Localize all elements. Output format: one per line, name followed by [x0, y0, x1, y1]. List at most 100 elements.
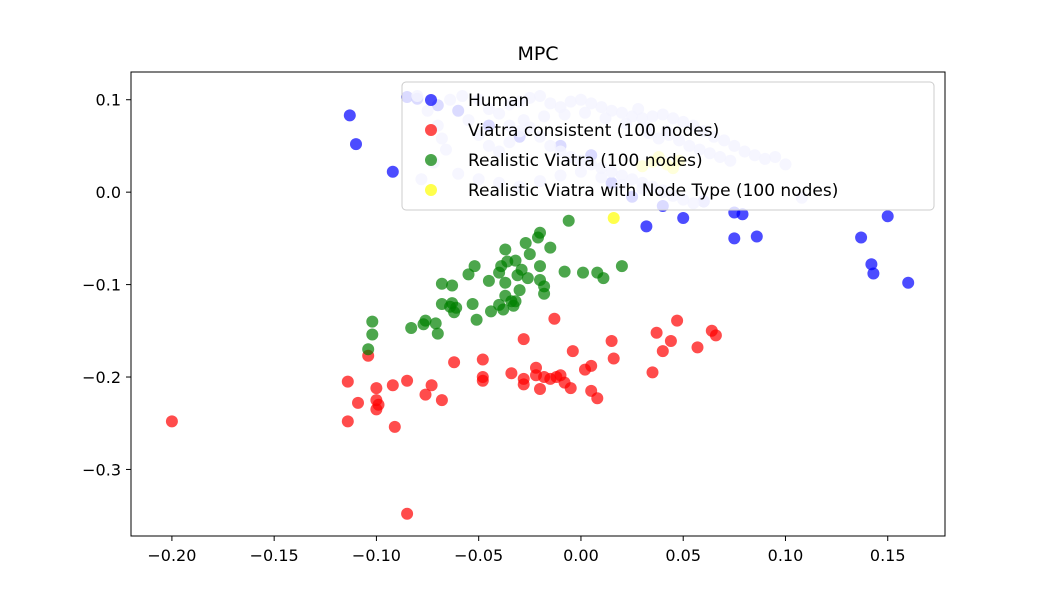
data-point: [902, 276, 915, 289]
data-point: [544, 241, 557, 254]
data-point: [350, 138, 362, 151]
data-point: [677, 212, 690, 224]
data-point: [341, 375, 354, 388]
x-tick-label: 0.15: [870, 546, 906, 565]
data-point: [352, 396, 364, 409]
data-point: [476, 353, 489, 366]
data-point: [534, 383, 546, 395]
y-tick-label: 0.1: [96, 91, 121, 110]
data-point: [534, 260, 546, 273]
legend-label: Realistic Viatra with Node Type (100 nod…: [468, 181, 838, 201]
legend-marker: [425, 154, 437, 166]
legend-label: Viatra consistent (100 nodes): [468, 121, 719, 141]
data-point: [867, 267, 880, 280]
x-tick-label: −0.05: [454, 546, 503, 565]
data-point: [446, 279, 459, 292]
data-point: [517, 378, 530, 391]
legend-marker: [425, 94, 437, 106]
data-point: [466, 298, 479, 310]
data-point: [538, 287, 551, 300]
y-tick-label: 0.0: [96, 183, 121, 202]
data-point: [607, 212, 620, 224]
data-point: [607, 352, 620, 365]
y-tick-label: −0.2: [82, 368, 121, 387]
data-point: [482, 274, 495, 287]
series-1: [165, 312, 722, 520]
data-point: [534, 226, 546, 239]
data-point: [564, 382, 577, 395]
data-point: [709, 329, 722, 342]
data-point: [405, 322, 418, 334]
data-point: [499, 276, 512, 289]
data-point: [419, 388, 432, 401]
data-point: [435, 277, 448, 290]
data-point: [646, 366, 659, 379]
data-point: [401, 507, 414, 520]
data-point: [470, 313, 483, 326]
x-tick-label: −0.15: [250, 546, 299, 565]
data-point: [558, 265, 571, 278]
data-point: [386, 379, 399, 392]
data-point: [425, 379, 438, 392]
legend-label: Human: [468, 91, 529, 111]
data-point: [615, 260, 628, 273]
data-point: [366, 315, 379, 328]
series-2: [362, 214, 628, 356]
data-point: [515, 263, 528, 276]
legend-marker: [425, 124, 437, 136]
legend-box: [401, 81, 935, 211]
data-point: [597, 272, 610, 285]
data-point: [370, 382, 383, 395]
data-point: [691, 341, 704, 354]
data-point: [476, 374, 489, 387]
data-point: [865, 258, 878, 271]
data-point: [640, 220, 653, 233]
data-point: [519, 237, 532, 249]
data-point: [343, 109, 356, 122]
data-point: [736, 208, 749, 221]
x-axis: −0.20 −0.15 −0.10 −0.05 0.00 0.05 0.10 0.15: [147, 536, 906, 565]
data-point: [386, 165, 399, 178]
data-point: [509, 295, 522, 308]
x-tick-label: 0.05: [665, 546, 701, 565]
data-point: [341, 415, 354, 428]
data-point: [485, 305, 497, 318]
data-point: [372, 398, 385, 411]
legend-marker: [425, 184, 437, 196]
data-point: [509, 254, 522, 267]
data-point: [650, 326, 663, 339]
x-tick-label: 0.00: [563, 546, 599, 565]
data-point: [855, 231, 868, 244]
data-point: [750, 230, 763, 243]
y-axis: 0.1 0.0 −0.1 −0.2 −0.3: [82, 91, 131, 479]
data-point: [656, 345, 669, 358]
data-point: [435, 394, 448, 407]
x-tick-label: 0.10: [768, 546, 804, 565]
data-point: [513, 284, 526, 297]
data-point: [521, 272, 534, 285]
data-point: [419, 314, 432, 327]
y-tick-label: −0.3: [82, 460, 121, 479]
data-point: [401, 374, 414, 387]
chart-title: MPC: [517, 43, 558, 65]
data-point: [566, 345, 579, 358]
data-point: [577, 266, 589, 279]
data-point: [388, 420, 401, 433]
data-point: [585, 359, 598, 372]
data-point: [605, 335, 618, 347]
data-point: [468, 260, 481, 273]
legend: Human Viatra consistent (100 nodes) Realis…: [401, 81, 935, 211]
data-point: [505, 367, 518, 380]
data-point: [671, 314, 684, 327]
data-point: [450, 301, 463, 314]
data-point: [728, 232, 741, 245]
data-point: [165, 415, 178, 428]
data-point: [664, 335, 677, 347]
x-tick-label: −0.20: [147, 546, 196, 565]
data-point: [517, 333, 530, 346]
data-point: [362, 343, 375, 356]
y-tick-label: −0.1: [82, 276, 121, 295]
data-point: [431, 327, 444, 340]
data-point: [591, 392, 604, 405]
